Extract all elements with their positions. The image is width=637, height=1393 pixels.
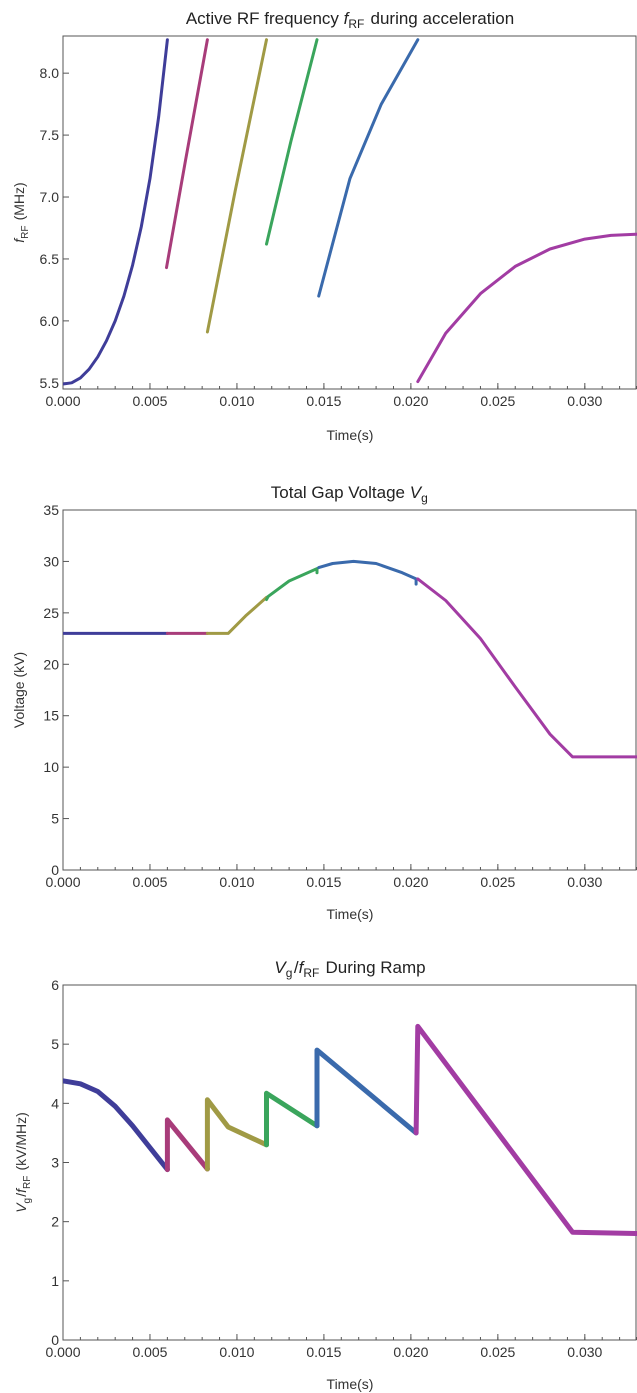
- y-tick-label: 3: [51, 1155, 59, 1171]
- series-line-6: [416, 577, 637, 759]
- x-tick-label: 0.025: [480, 1344, 515, 1360]
- y-tick-label: 4: [51, 1095, 59, 1111]
- x-tick-label: 0.025: [480, 393, 515, 409]
- y-tick-label: 20: [43, 656, 59, 672]
- series-line-2: [164, 1117, 210, 1173]
- series-line-5: [317, 38, 420, 298]
- x-tick-label: 0.005: [132, 874, 167, 890]
- x-tick-label: 0.020: [393, 874, 428, 890]
- series-line-5: [317, 559, 418, 586]
- y-axis-label: fRF (MHz): [11, 182, 31, 242]
- y-tick-label: 6: [51, 977, 59, 993]
- y-tick-label: 2: [51, 1214, 59, 1230]
- x-tick-label: 0.025: [480, 874, 515, 890]
- x-axis-label: Time(s): [327, 1376, 374, 1392]
- plot-frame: [62, 35, 637, 390]
- series-line-4: [265, 567, 319, 601]
- series-line-6: [416, 232, 637, 384]
- x-tick-label: 0.015: [306, 393, 341, 409]
- y-tick-label: 0: [51, 862, 59, 878]
- y-tick-label: 10: [43, 759, 59, 775]
- series-line-1: [63, 1078, 170, 1173]
- chart-title: Vg /fRF During Ramp: [274, 958, 425, 980]
- x-tick-label: 0.020: [393, 1344, 428, 1360]
- x-tick-label: 0.010: [219, 1344, 254, 1360]
- plot-frame: [62, 509, 637, 871]
- y-tick-label: 1: [51, 1273, 59, 1289]
- y-tick-label: 35: [43, 502, 59, 518]
- x-tick-label: 0.015: [306, 874, 341, 890]
- series-line-4: [265, 38, 319, 246]
- x-tick-label: 0.005: [132, 393, 167, 409]
- x-tick-label: 0.005: [132, 1344, 167, 1360]
- series-line-6: [413, 1023, 637, 1236]
- chart-title: Active RF frequency fRF during accelerat…: [186, 9, 514, 31]
- y-tick-label: 25: [43, 605, 59, 621]
- x-tick-label: 0.030: [567, 874, 602, 890]
- y-tick-label: 5.5: [40, 375, 60, 391]
- y-tick-label: 8.0: [40, 65, 60, 81]
- chart-1: Active RF frequency fRF during accelerat…: [11, 9, 637, 443]
- series-line-5: [314, 1047, 419, 1136]
- y-tick-label: 6.5: [40, 251, 60, 267]
- y-tick-label: 15: [43, 708, 59, 724]
- x-tick-label: 0.000: [45, 874, 80, 890]
- x-tick-label: 0.010: [219, 393, 254, 409]
- x-tick-label: 0.000: [45, 1344, 80, 1360]
- y-tick-label: 0: [51, 1332, 59, 1348]
- y-axis-label: Vg /fRF (kV/MHz): [13, 1112, 33, 1213]
- series-line-4: [264, 1090, 320, 1148]
- plot-frame: [62, 984, 637, 1341]
- series-line-2: [165, 38, 209, 270]
- x-axis-label: Time(s): [327, 427, 374, 443]
- x-tick-label: 0.015: [306, 1344, 341, 1360]
- x-tick-label: 0.030: [567, 1344, 602, 1360]
- y-tick-label: 5: [51, 1036, 59, 1052]
- chart-title: Total Gap Voltage Vg: [271, 483, 429, 505]
- y-axis-label: Voltage (kV): [11, 652, 27, 728]
- y-tick-label: 5: [51, 811, 59, 827]
- y-tick-label: 7.0: [40, 189, 60, 205]
- series-line-1: [63, 38, 169, 386]
- x-tick-label: 0.010: [219, 874, 254, 890]
- y-tick-label: 6.0: [40, 313, 60, 329]
- x-axis-label: Time(s): [327, 906, 374, 922]
- y-tick-label: 30: [43, 553, 59, 569]
- chart-3: Vg /fRF During Ramp 0.000 0.005 0.010 0.015 0…: [13, 958, 637, 1392]
- y-tick-label: 7.5: [40, 127, 60, 143]
- series-line-3: [205, 595, 268, 635]
- x-tick-label: 0.000: [45, 393, 80, 409]
- x-tick-label: 0.030: [567, 393, 602, 409]
- series-line-3: [205, 38, 268, 334]
- chart-2: Total Gap Voltage Vg 0.000 0.005 0.010 0.01…: [11, 483, 637, 922]
- series-line-3: [204, 1097, 269, 1172]
- x-tick-label: 0.020: [393, 393, 428, 409]
